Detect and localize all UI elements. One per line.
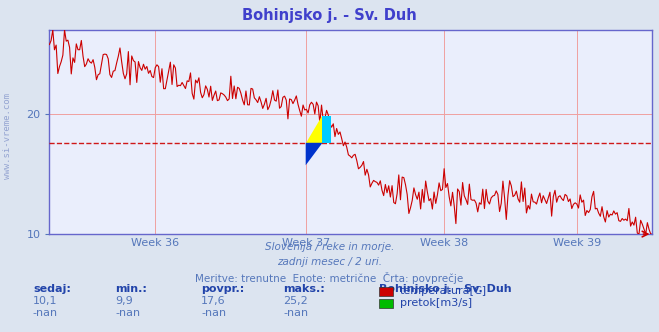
Text: zadnji mesec / 2 uri.: zadnji mesec / 2 uri. <box>277 257 382 267</box>
Text: 10,1: 10,1 <box>33 296 57 306</box>
Text: povpr.:: povpr.: <box>201 284 244 294</box>
Text: -nan: -nan <box>283 308 308 318</box>
Polygon shape <box>306 143 322 165</box>
Text: maks.:: maks.: <box>283 284 325 294</box>
Text: -nan: -nan <box>33 308 58 318</box>
Text: Bohinjsko j. - Sv. Duh: Bohinjsko j. - Sv. Duh <box>379 284 511 294</box>
Text: www.si-vreme.com: www.si-vreme.com <box>3 93 13 179</box>
Text: -nan: -nan <box>115 308 140 318</box>
Text: 25,2: 25,2 <box>283 296 308 306</box>
Text: 9,9: 9,9 <box>115 296 133 306</box>
Text: sedaj:: sedaj: <box>33 284 71 294</box>
Text: pretok[m3/s]: pretok[m3/s] <box>400 298 472 308</box>
Text: -nan: -nan <box>201 308 226 318</box>
Text: temperatura[C]: temperatura[C] <box>400 287 487 296</box>
Bar <box>322 116 331 143</box>
Text: 17,6: 17,6 <box>201 296 225 306</box>
Text: Slovenija / reke in morje.: Slovenija / reke in morje. <box>265 242 394 252</box>
Text: Bohinjsko j. - Sv. Duh: Bohinjsko j. - Sv. Duh <box>242 8 417 23</box>
Polygon shape <box>306 116 322 143</box>
Text: Meritve: trenutne  Enote: metrične  Črta: povprečje: Meritve: trenutne Enote: metrične Črta: … <box>195 272 464 284</box>
Text: min.:: min.: <box>115 284 147 294</box>
